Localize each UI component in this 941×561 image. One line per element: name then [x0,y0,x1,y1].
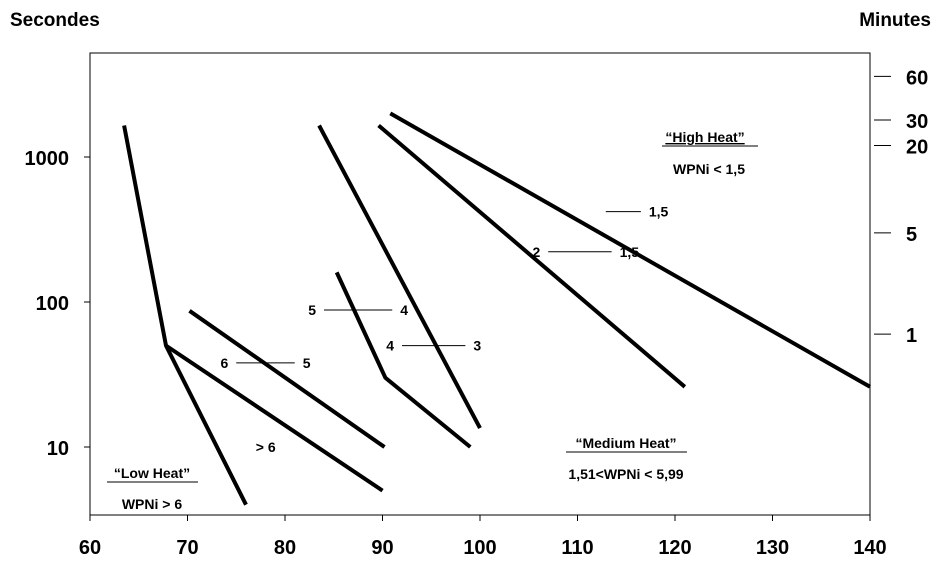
y-right-tick-label: 30 [906,111,928,133]
medium-heat-title: “Medium Heat” [575,435,676,451]
x-tick-label: 110 [561,537,593,559]
y-right-tick-label: 60 [906,67,928,89]
x-tick-label: 100 [463,537,496,559]
x-tick-label: 90 [371,537,393,559]
annotation-left-label: 5 [308,302,316,318]
y-right-tick-label: 20 [906,137,928,159]
annotation-left-label: 2 [532,244,540,260]
y-left-tick-label: 10 [47,438,69,460]
y-right-tick-label: 5 [906,224,917,246]
series-line-7 [389,111,871,389]
annotation-right-label: 1,5 [649,204,669,220]
series-line-1 [122,125,248,506]
series-line-4 [317,124,482,430]
annotation-right-label: 4 [400,302,408,318]
annotation-label: > 6 [256,439,276,455]
high-heat-subtitle: WPNi < 1,5 [673,161,745,177]
high-heat-title: “High Heat” [665,129,744,145]
series-line-6 [377,123,687,389]
series-line-3 [188,309,386,449]
annotation-right-label: 3 [473,338,481,354]
plot-frame [89,52,871,516]
medium-heat-subtitle: 1,51<WPNi < 5,99 [568,466,683,482]
x-tick-label: 120 [658,537,691,559]
y-left-tick-label: 1000 [25,148,70,170]
x-tick-label: 130 [756,537,789,559]
y-right-tick-label: 1 [906,325,917,347]
series-line-5 [334,271,472,449]
x-tick-label: 140 [853,537,886,559]
x-tick-label: 60 [79,537,101,559]
x-tick-label: 70 [176,537,198,559]
low-heat-title: “Low Heat” [114,465,190,481]
left-axis-label: Secondes [10,10,100,31]
y-left-tick-label: 100 [36,293,69,315]
annotation-left-label: 4 [386,338,394,354]
right-axis-label: Minutes [859,10,931,31]
low-heat-subtitle: WPNi > 6 [122,496,183,512]
annotation-left-label: 6 [220,355,228,371]
x-tick-label: 80 [274,537,296,559]
annotation-right-label: 1,5 [620,244,640,260]
series-line-2 [164,343,384,493]
annotation-right-label: 5 [303,355,311,371]
